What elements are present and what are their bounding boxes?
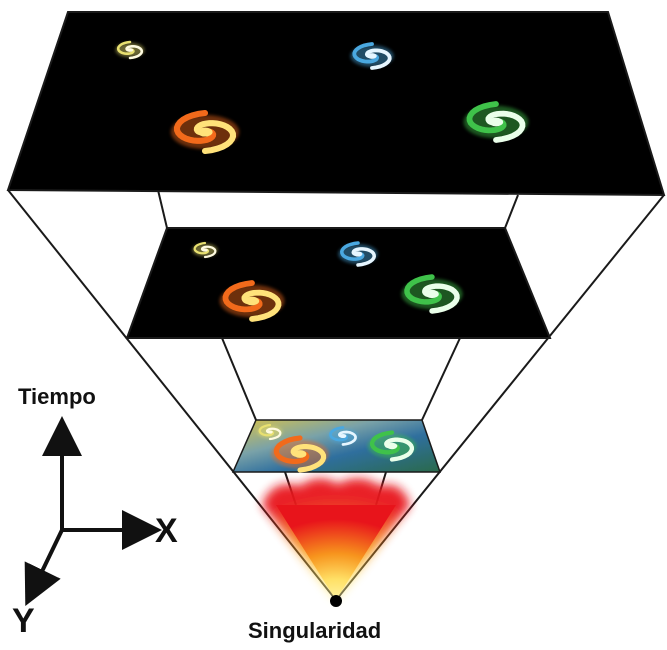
galaxy-core [202,248,208,252]
present-universe-blue-galaxy [350,42,394,70]
galaxy-core [339,433,347,439]
present-universe-orange-galaxy [170,109,240,155]
galaxy-arm [125,45,144,60]
connector-mid-right [421,337,461,421]
galaxies [115,40,529,473]
galaxy-arm [193,120,237,155]
cone-edge-left [7,189,337,601]
galaxy-arm [193,241,210,255]
galaxy-core [367,53,377,59]
cone-edge-right [335,194,665,601]
galaxy-core [293,450,307,458]
galaxy-core [244,296,260,306]
galaxy-arm [466,101,507,134]
present-universe-yellow-galaxy [115,40,145,60]
galaxy-arm [485,110,526,143]
plane-present-universe [6,11,666,197]
galaxy-arm [173,109,217,144]
galaxy-arm [384,437,415,462]
early-universe-orange-galaxy [271,435,329,473]
y-axis-label: Y [12,602,35,640]
galaxy-arm [273,435,310,464]
galaxy-core [353,251,363,257]
early-universe-green-galaxy [367,430,417,462]
cone-edges [7,189,665,601]
galaxy-core [488,117,504,127]
earlier-universe-orange-galaxy [219,280,285,322]
fireball-cone [276,505,396,600]
galaxy-arm [329,426,348,442]
y-axis-arrow [24,529,64,607]
plane-earlier-universe [125,227,552,339]
galaxy-arm [290,444,327,473]
galaxy-arm [369,430,400,455]
earlier-universe-green-galaxy [401,274,463,314]
present-universe-green-galaxy [463,101,529,143]
galaxy-arm [338,430,357,446]
galaxy-core [386,442,398,450]
connector-top-left [157,189,168,229]
galaxy-core [425,289,439,299]
early-universe-blue-galaxy [327,426,359,446]
galaxy-arm [404,274,442,305]
galaxy-arm [116,40,135,55]
galaxy-arm [340,241,365,261]
earlier-universe-blue-galaxy [338,241,378,267]
connector-top-right [504,194,519,229]
galaxy-arm [222,280,263,313]
galaxy-arm [351,247,376,267]
galaxy-core [197,127,213,137]
galaxy-arm [258,423,275,437]
connector-mid-left [221,337,257,421]
galaxy-arm [265,427,282,441]
x-axis-label: X [155,512,178,550]
galaxy-arm [422,283,460,314]
galaxy-arm [200,245,217,259]
singularity-label: Singularidad [248,618,381,643]
axes [24,416,162,607]
time-axis-label: Tiempo [18,384,96,409]
galaxy-core [267,430,273,434]
fireball [262,478,410,600]
galaxy-arm [352,42,380,64]
earlier-universe-yellow-galaxy [192,241,218,259]
galaxy-arm [364,48,392,70]
early-universe-yellow-galaxy [257,423,283,441]
singularity-point [330,595,342,607]
galaxy-core [126,48,134,52]
galaxy-arm [241,289,282,322]
